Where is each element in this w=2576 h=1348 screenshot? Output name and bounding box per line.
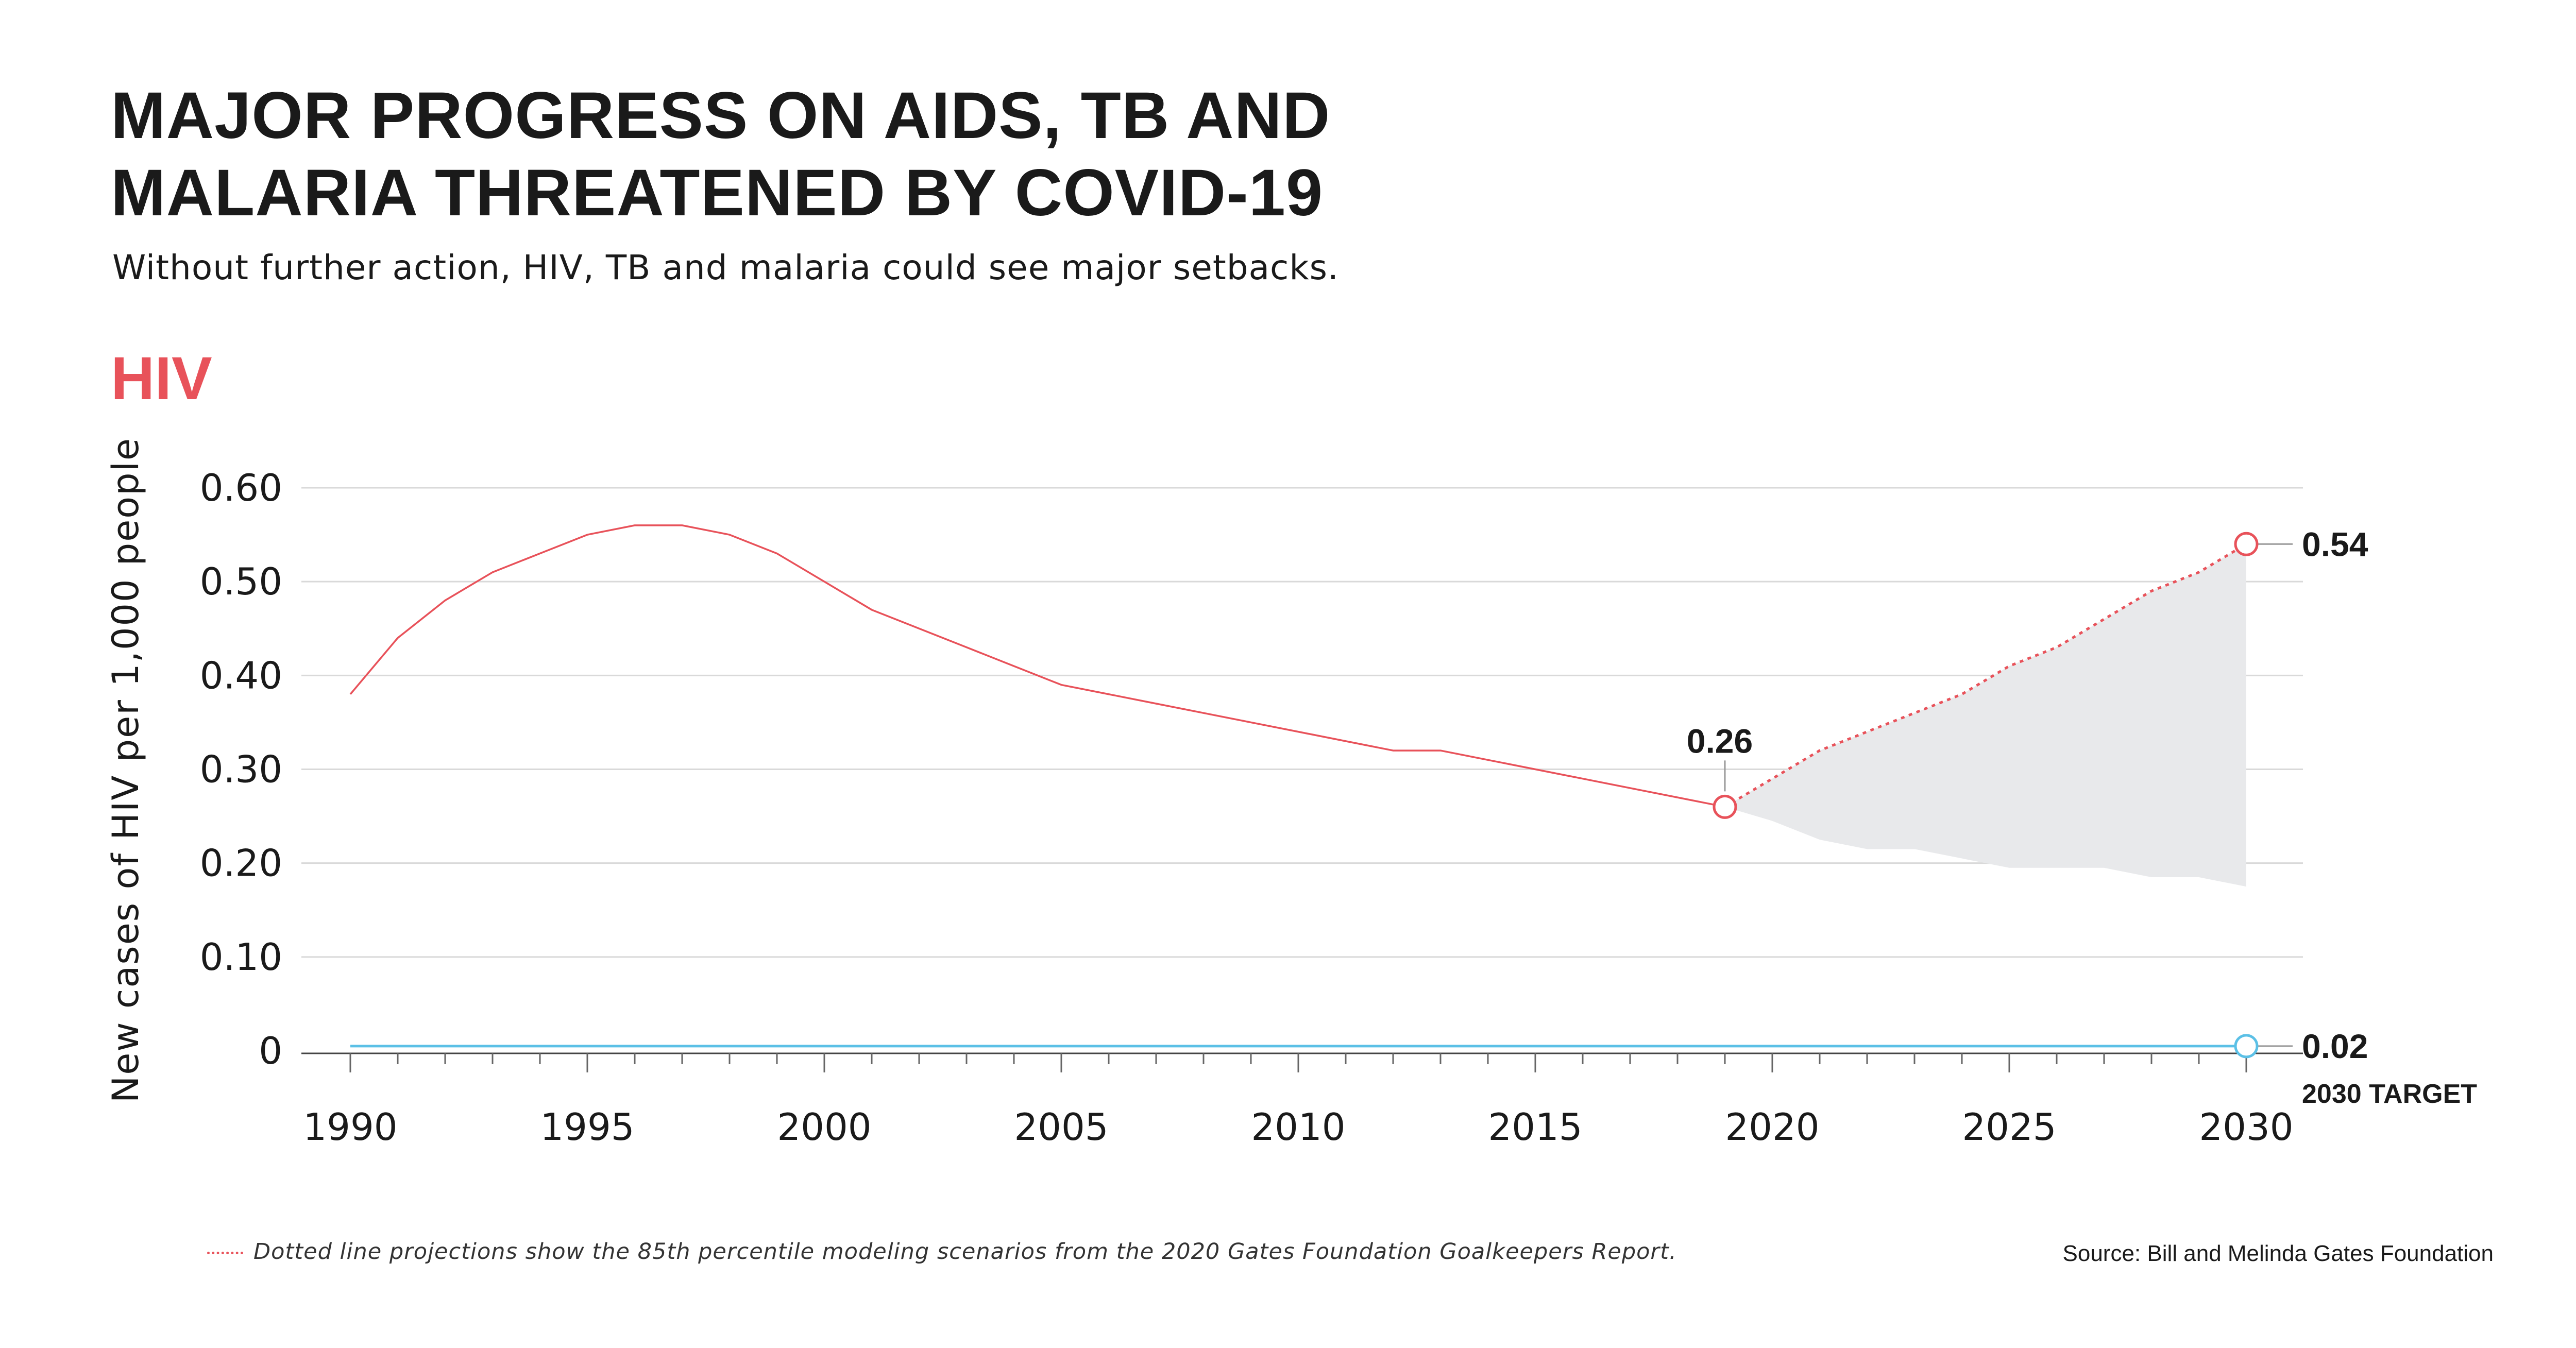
target-label: 2030 TARGET [2302, 1079, 2477, 1109]
y-tick-label: 0.50 [200, 560, 282, 603]
title-line-1: MAJOR PROGRESS ON AIDS, TB AND [111, 79, 1331, 152]
data-label: 0.02 [2302, 1027, 2368, 1065]
y-axis-label: New cases of HIV per 1,000 people [105, 437, 147, 1103]
data-label: 0.26 [1687, 722, 1753, 760]
page-title: MAJOR PROGRESS ON AIDS, TB AND MALARIA T… [111, 77, 1330, 232]
data-point-marker [1713, 794, 1737, 819]
x-tick-label: 2030 [2199, 1105, 2293, 1149]
projection-range-band [1725, 544, 2246, 887]
y-tick-label: 0.30 [200, 748, 282, 791]
x-tick-label: 2000 [777, 1105, 871, 1149]
y-tick-label: 0.60 [200, 466, 282, 509]
historical-series-line [349, 524, 1725, 808]
page-subtitle: Without further action, HIV, TB and mala… [112, 248, 1339, 287]
y-tick-label: 0.10 [200, 935, 282, 979]
x-tick-label: 2005 [1014, 1105, 1108, 1149]
data-point-marker [2234, 1034, 2259, 1059]
x-tick-label: 1995 [540, 1105, 634, 1149]
x-tick-label: 2020 [1725, 1105, 1819, 1149]
projection-band-layer [1725, 544, 2246, 887]
x-tick-label: 2010 [1251, 1105, 1345, 1149]
source-credit: Source: Bill and Melinda Gates Foundatio… [2062, 1241, 2494, 1266]
data-point-marker [2234, 532, 2259, 556]
axis-layer: 0 0.10 0.20 0.30 0.40 0.50 0.60 1990 1995 2000 200… [200, 466, 2303, 1149]
x-tick-label: 2025 [1962, 1105, 2056, 1149]
series-layer [349, 524, 2247, 1048]
y-tick-label: 0.40 [200, 654, 282, 697]
y-tick-label: 0.20 [200, 842, 282, 885]
marker-layer: 0.26 0.54 0.02 2030 TARGET [1687, 525, 2478, 1109]
footnote: Dotted line projections show the 85th pe… [253, 1236, 1677, 1267]
data-label: 0.54 [2302, 525, 2368, 563]
projection-series-line [1724, 543, 2247, 808]
x-tick-label: 2015 [1488, 1105, 1582, 1149]
x-tick-label: 1990 [303, 1105, 397, 1149]
y-tick-label: 0 [259, 1029, 282, 1072]
footnote-text: Dotted line projections show the 85th pe… [253, 1239, 1677, 1265]
dotted-line-legend-swatch [207, 1252, 243, 1254]
title-line-2: MALARIA THREATENED BY COVID-19 [111, 156, 1324, 230]
section-label-hiv: HIV [111, 345, 212, 413]
